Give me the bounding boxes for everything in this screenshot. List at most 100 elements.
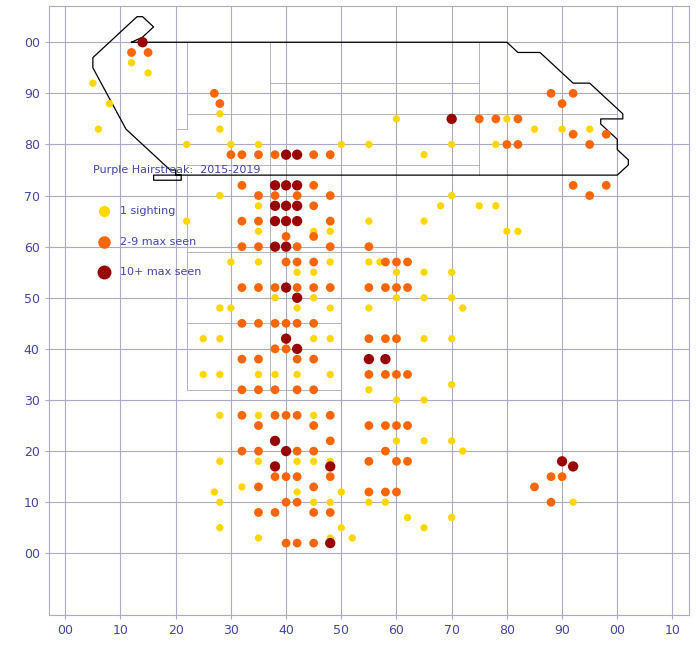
Point bbox=[402, 369, 413, 380]
Point bbox=[292, 216, 303, 226]
Point bbox=[324, 472, 335, 482]
Point bbox=[237, 354, 248, 364]
Point bbox=[512, 139, 523, 149]
Point bbox=[226, 303, 237, 313]
Point bbox=[280, 282, 292, 292]
Point bbox=[292, 201, 303, 211]
Point bbox=[324, 410, 335, 421]
Point bbox=[391, 257, 402, 267]
Point bbox=[253, 190, 264, 201]
Point bbox=[391, 435, 402, 446]
Point bbox=[374, 257, 386, 267]
Point bbox=[490, 114, 501, 124]
Point bbox=[237, 149, 248, 160]
Point bbox=[308, 257, 319, 267]
Point bbox=[280, 216, 292, 226]
Point bbox=[363, 384, 374, 395]
Point bbox=[402, 282, 413, 292]
Point bbox=[324, 216, 335, 226]
Point bbox=[269, 216, 280, 226]
Point bbox=[269, 507, 280, 518]
Point bbox=[292, 257, 303, 267]
Point bbox=[512, 114, 523, 124]
Point bbox=[253, 318, 264, 329]
Point bbox=[292, 538, 303, 548]
Point bbox=[391, 292, 402, 303]
Point bbox=[446, 435, 457, 446]
Point bbox=[269, 292, 280, 303]
Point bbox=[308, 226, 319, 237]
Point bbox=[126, 58, 137, 68]
Point bbox=[253, 507, 264, 518]
Point bbox=[269, 201, 280, 211]
Point bbox=[584, 139, 595, 149]
Point bbox=[363, 216, 374, 226]
Point bbox=[253, 149, 264, 160]
Point bbox=[292, 318, 303, 329]
Point bbox=[269, 369, 280, 380]
Point bbox=[308, 410, 319, 421]
Point bbox=[269, 180, 280, 190]
Point bbox=[253, 282, 264, 292]
Point bbox=[253, 446, 264, 456]
Point bbox=[418, 395, 429, 405]
Point bbox=[253, 456, 264, 466]
Point bbox=[198, 333, 209, 344]
Point bbox=[253, 533, 264, 543]
Point bbox=[308, 282, 319, 292]
Point bbox=[126, 47, 137, 58]
Point bbox=[308, 333, 319, 344]
Point bbox=[214, 410, 226, 421]
Point bbox=[474, 114, 485, 124]
Point bbox=[418, 523, 429, 533]
Point bbox=[292, 472, 303, 482]
Text: 10+ max seen: 10+ max seen bbox=[120, 267, 202, 277]
Point bbox=[237, 216, 248, 226]
Point bbox=[418, 149, 429, 160]
Point bbox=[214, 456, 226, 466]
Point bbox=[418, 333, 429, 344]
Point bbox=[269, 201, 280, 211]
Point bbox=[380, 487, 391, 497]
Point bbox=[557, 456, 568, 466]
Point bbox=[308, 201, 319, 211]
Point bbox=[292, 446, 303, 456]
Point bbox=[601, 129, 612, 139]
Point bbox=[253, 241, 264, 252]
Point bbox=[308, 456, 319, 466]
Point bbox=[446, 380, 457, 390]
Point bbox=[380, 257, 391, 267]
Point bbox=[104, 98, 115, 109]
Point bbox=[214, 369, 226, 380]
Point bbox=[237, 318, 248, 329]
Point bbox=[446, 114, 457, 124]
Point bbox=[391, 487, 402, 497]
Point bbox=[308, 267, 319, 278]
Point bbox=[567, 180, 578, 190]
Point bbox=[363, 282, 374, 292]
Point bbox=[512, 226, 523, 237]
Point bbox=[280, 410, 292, 421]
Point bbox=[501, 139, 512, 149]
Point bbox=[418, 435, 429, 446]
Point bbox=[584, 124, 595, 135]
Point bbox=[237, 180, 248, 190]
Point bbox=[269, 472, 280, 482]
Point bbox=[253, 226, 264, 237]
Point bbox=[237, 241, 248, 252]
Point bbox=[335, 487, 347, 497]
Point bbox=[391, 369, 402, 380]
Point bbox=[137, 37, 148, 47]
Point bbox=[418, 267, 429, 278]
Point bbox=[237, 410, 248, 421]
Point bbox=[324, 226, 335, 237]
Point bbox=[324, 461, 335, 472]
Point bbox=[280, 231, 292, 241]
Point bbox=[391, 333, 402, 344]
Point bbox=[214, 523, 226, 533]
Point bbox=[363, 333, 374, 344]
Point bbox=[380, 497, 391, 507]
Point bbox=[347, 533, 358, 543]
Point bbox=[253, 257, 264, 267]
Point bbox=[380, 421, 391, 431]
